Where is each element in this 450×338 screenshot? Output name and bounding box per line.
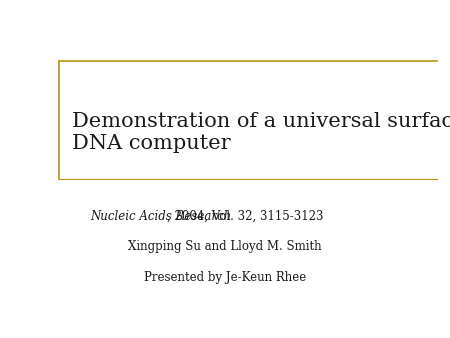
- Text: , 2004, Vol. 32, 3115-3123: , 2004, Vol. 32, 3115-3123: [167, 210, 324, 223]
- Text: Nucleic Acids Research: Nucleic Acids Research: [90, 210, 231, 223]
- Text: Presented by Je-Keun Rhee: Presented by Je-Keun Rhee: [144, 271, 306, 284]
- Text: Xingping Su and Lloyd M. Smith: Xingping Su and Lloyd M. Smith: [128, 240, 322, 253]
- Text: Demonstration of a universal surface
DNA computer: Demonstration of a universal surface DNA…: [72, 112, 450, 153]
